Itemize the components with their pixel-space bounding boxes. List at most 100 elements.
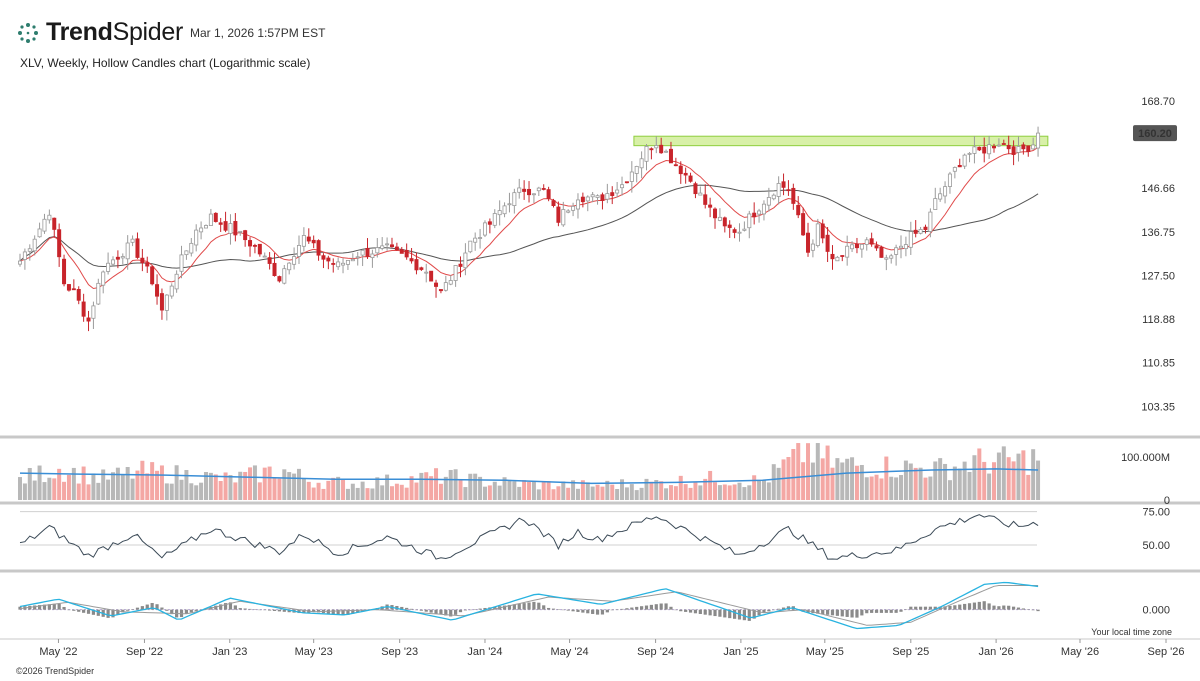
macd-histogram-bar <box>405 607 409 610</box>
volume-bar <box>375 477 380 500</box>
candle-body <box>101 271 106 286</box>
macd-histogram-bar <box>341 609 345 616</box>
volume-bar <box>223 472 228 500</box>
macd-histogram-bar <box>640 606 644 610</box>
candle-body <box>830 253 835 260</box>
candle-body <box>732 229 737 233</box>
volume-bar <box>316 482 321 500</box>
macd-histogram-bar <box>86 609 91 614</box>
candle-body <box>370 253 375 259</box>
candle-body <box>81 301 86 317</box>
candle-body <box>884 257 889 260</box>
candle-body <box>722 217 727 227</box>
volume-bar <box>668 485 673 500</box>
macd-histogram-bar <box>943 606 947 610</box>
volume-bar <box>365 488 370 500</box>
volume-bar <box>169 483 174 500</box>
volume-bar <box>389 486 394 500</box>
volume-bar <box>996 452 1001 500</box>
copyright-footer: ©2026 TrendSpider <box>16 666 95 676</box>
candle-body <box>287 262 292 271</box>
volume-bar <box>238 471 243 500</box>
macd-histogram-bar <box>605 609 609 613</box>
candle-body <box>620 184 625 189</box>
candle-body <box>546 189 551 199</box>
macd-histogram-bar <box>860 609 864 616</box>
macd-histogram-bar <box>248 608 252 610</box>
volume-bar <box>727 485 732 500</box>
volume-bar <box>801 462 806 500</box>
candle-body <box>786 189 791 192</box>
candle-body <box>453 265 458 281</box>
brand-name: TrendSpider <box>46 18 183 47</box>
candle-body <box>943 186 948 197</box>
candle-body <box>698 192 703 196</box>
macd-histogram-bar <box>1036 609 1040 612</box>
volume-bar <box>194 485 199 500</box>
macd-histogram-bar <box>674 609 678 611</box>
volume-bar <box>71 467 76 500</box>
volume-bar <box>81 466 86 500</box>
candle-body <box>659 144 664 154</box>
candle-body <box>644 145 649 162</box>
candle-body <box>933 198 938 210</box>
volume-bar <box>967 471 972 500</box>
volume-bar <box>982 461 987 500</box>
volume-bar <box>943 463 948 500</box>
candle-body <box>385 243 390 246</box>
sma-40-line <box>19 184 1039 269</box>
x-axis-tick-label: Sep '24 <box>637 646 674 658</box>
macd-histogram-bar <box>1002 605 1006 610</box>
macd-histogram-bar <box>130 609 135 610</box>
macd-histogram-bar <box>91 609 96 615</box>
macd-signal-line <box>19 585 1039 626</box>
macd-histogram-bar <box>713 609 717 617</box>
macd-histogram-bar <box>591 609 595 614</box>
candle-body <box>208 213 213 226</box>
candle-body <box>22 251 27 260</box>
macd-histogram-bar <box>987 603 991 610</box>
rsi-line <box>19 514 1039 560</box>
candle-body <box>350 259 355 262</box>
candle-body <box>399 249 404 254</box>
macd-histogram-bar <box>170 609 174 615</box>
macd-histogram-bar <box>889 609 893 613</box>
macd-histogram-bar <box>449 609 453 617</box>
candle-body <box>199 227 204 233</box>
candle-body <box>639 158 644 169</box>
volume-ma-line <box>19 468 1039 485</box>
candle-body <box>810 243 815 251</box>
volume-bar <box>923 477 928 500</box>
macd-histogram-bar <box>644 605 649 610</box>
candle-body <box>404 250 409 258</box>
macd-histogram-bar <box>223 603 228 610</box>
x-axis-tick-label: Sep '25 <box>892 646 929 658</box>
volume-bar <box>326 480 331 500</box>
x-axis-tick-label: May '24 <box>550 646 588 658</box>
candle-body <box>52 217 57 230</box>
candle-body <box>57 229 62 258</box>
candle-body <box>125 242 130 260</box>
volume-bar <box>248 467 253 500</box>
volume-bar <box>507 479 512 500</box>
volume-bar <box>864 477 869 500</box>
macd-histogram-bar <box>855 609 859 618</box>
candle-body <box>1026 145 1031 152</box>
volume-bar <box>987 473 992 500</box>
candle-body <box>845 245 850 258</box>
volume-bar <box>664 488 669 500</box>
volume-bar <box>321 488 326 500</box>
volume-bar <box>243 471 248 500</box>
volume-bar <box>130 478 135 500</box>
candle-body <box>859 244 864 250</box>
candle-body <box>629 171 634 182</box>
candle-body <box>394 246 399 251</box>
candle-body <box>47 214 52 221</box>
macd-histogram-bar <box>194 609 198 611</box>
macd-histogram-bar <box>982 601 986 610</box>
candle-body <box>355 256 360 259</box>
volume-bar <box>120 474 125 500</box>
volume-bar <box>732 484 737 500</box>
volume-bar <box>292 473 297 500</box>
